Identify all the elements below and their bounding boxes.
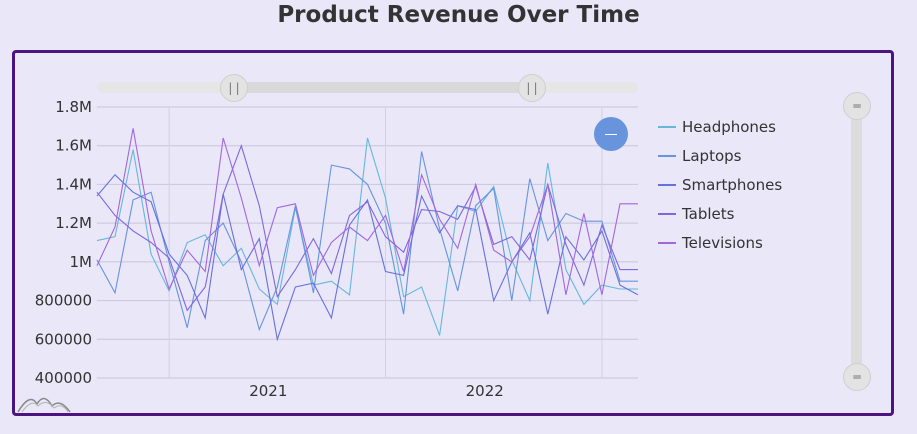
scroll-start-grip[interactable]: || [220,74,248,102]
y-tick-label: 1.2M [55,214,92,232]
scroll-top-grip[interactable]: ═ [843,92,871,120]
x-tick-label: 2022 [466,382,504,400]
app-logo [17,397,71,413]
legend-label: Headphones [682,117,776,136]
legend-swatch [658,212,676,215]
legend-swatch [658,241,676,244]
legend-label: Smartphones [682,175,783,194]
x-axis: 2021 2022 [249,382,504,400]
series-lines [96,128,639,342]
legend-item[interactable]: Laptops [658,141,782,170]
zoom-out-button[interactable] [594,117,628,151]
series-line[interactable] [96,128,638,295]
vertical-scrollbar[interactable] [851,106,862,378]
legend-label: Televisions [682,233,763,252]
y-tick-label: 1M [70,253,93,271]
legend-swatch [658,125,676,128]
legend-item[interactable]: Smartphones [658,170,782,199]
scrollbar-thumb[interactable] [234,82,532,93]
series-line[interactable] [96,173,639,342]
chart-frame [12,50,894,416]
y-tick-label: 1.8M [55,98,92,116]
legend-item[interactable]: Headphones [658,112,782,141]
y-tick-label: 600000 [35,330,92,348]
y-tick-label: 1.4M [55,175,92,193]
page-title: Product Revenue Over Time [277,2,640,28]
minus-icon [605,133,617,135]
legend-swatch [658,154,676,157]
scroll-bottom-grip[interactable]: ═ [843,363,871,391]
y-tick-label: 1.6M [55,137,92,155]
legend-item[interactable]: Tablets [658,199,782,228]
legend-label: Tablets [682,204,735,223]
y-tick-label: 800000 [35,292,92,310]
scroll-end-grip[interactable]: || [518,74,546,102]
chart-legend: Headphones Laptops Smartphones Tablets Telev… [658,112,782,257]
horizontal-scrollbar[interactable] [97,82,638,93]
series-line[interactable] [96,151,638,332]
series-line[interactable] [96,137,638,336]
y-tick-label: 400000 [35,369,92,387]
x-tick-label: 2021 [249,382,287,400]
y-axis: 400000 600000 800000 1M 1.2M 1.4M 1.6M 1.8M [35,98,92,387]
legend-swatch [658,183,676,186]
legend-label: Laptops [682,146,742,165]
legend-item[interactable]: Televisions [658,228,782,257]
